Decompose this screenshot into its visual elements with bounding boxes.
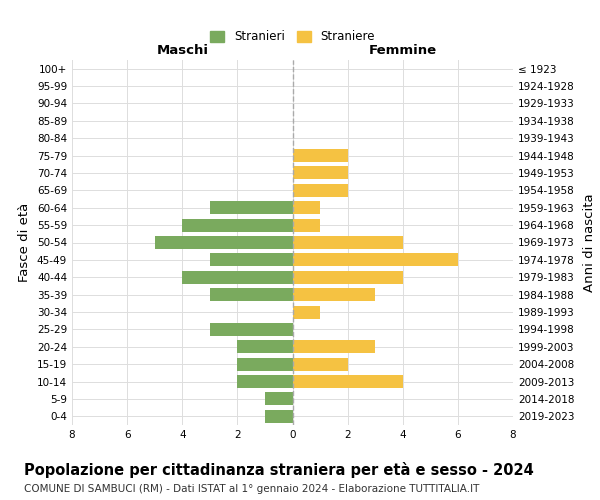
Text: COMUNE DI SAMBUCI (RM) - Dati ISTAT al 1° gennaio 2024 - Elaborazione TUTTITALIA: COMUNE DI SAMBUCI (RM) - Dati ISTAT al 1… <box>24 484 479 494</box>
Bar <box>238 340 293 353</box>
Bar <box>293 358 347 370</box>
Bar <box>293 254 458 266</box>
Bar <box>293 288 375 301</box>
Bar <box>210 288 293 301</box>
Text: Femmine: Femmine <box>368 44 437 57</box>
Bar <box>293 340 375 353</box>
Bar <box>265 410 293 423</box>
Bar <box>293 149 347 162</box>
Bar <box>293 201 320 214</box>
Bar <box>155 236 293 249</box>
Bar <box>293 166 347 179</box>
Bar <box>210 201 293 214</box>
Y-axis label: Fasce di età: Fasce di età <box>19 203 31 282</box>
Bar <box>182 270 293 284</box>
Y-axis label: Anni di nascita: Anni di nascita <box>583 193 596 292</box>
Text: Popolazione per cittadinanza straniera per età e sesso - 2024: Popolazione per cittadinanza straniera p… <box>24 462 534 478</box>
Bar <box>182 218 293 232</box>
Bar <box>238 375 293 388</box>
Bar <box>293 270 403 284</box>
Bar <box>293 218 320 232</box>
Bar <box>293 184 347 197</box>
Bar <box>265 392 293 406</box>
Bar <box>238 358 293 370</box>
Legend: Stranieri, Straniere: Stranieri, Straniere <box>206 26 379 48</box>
Bar <box>293 236 403 249</box>
Bar <box>210 254 293 266</box>
Bar <box>293 306 320 318</box>
Text: Maschi: Maschi <box>156 44 208 57</box>
Bar <box>293 375 403 388</box>
Bar <box>210 323 293 336</box>
